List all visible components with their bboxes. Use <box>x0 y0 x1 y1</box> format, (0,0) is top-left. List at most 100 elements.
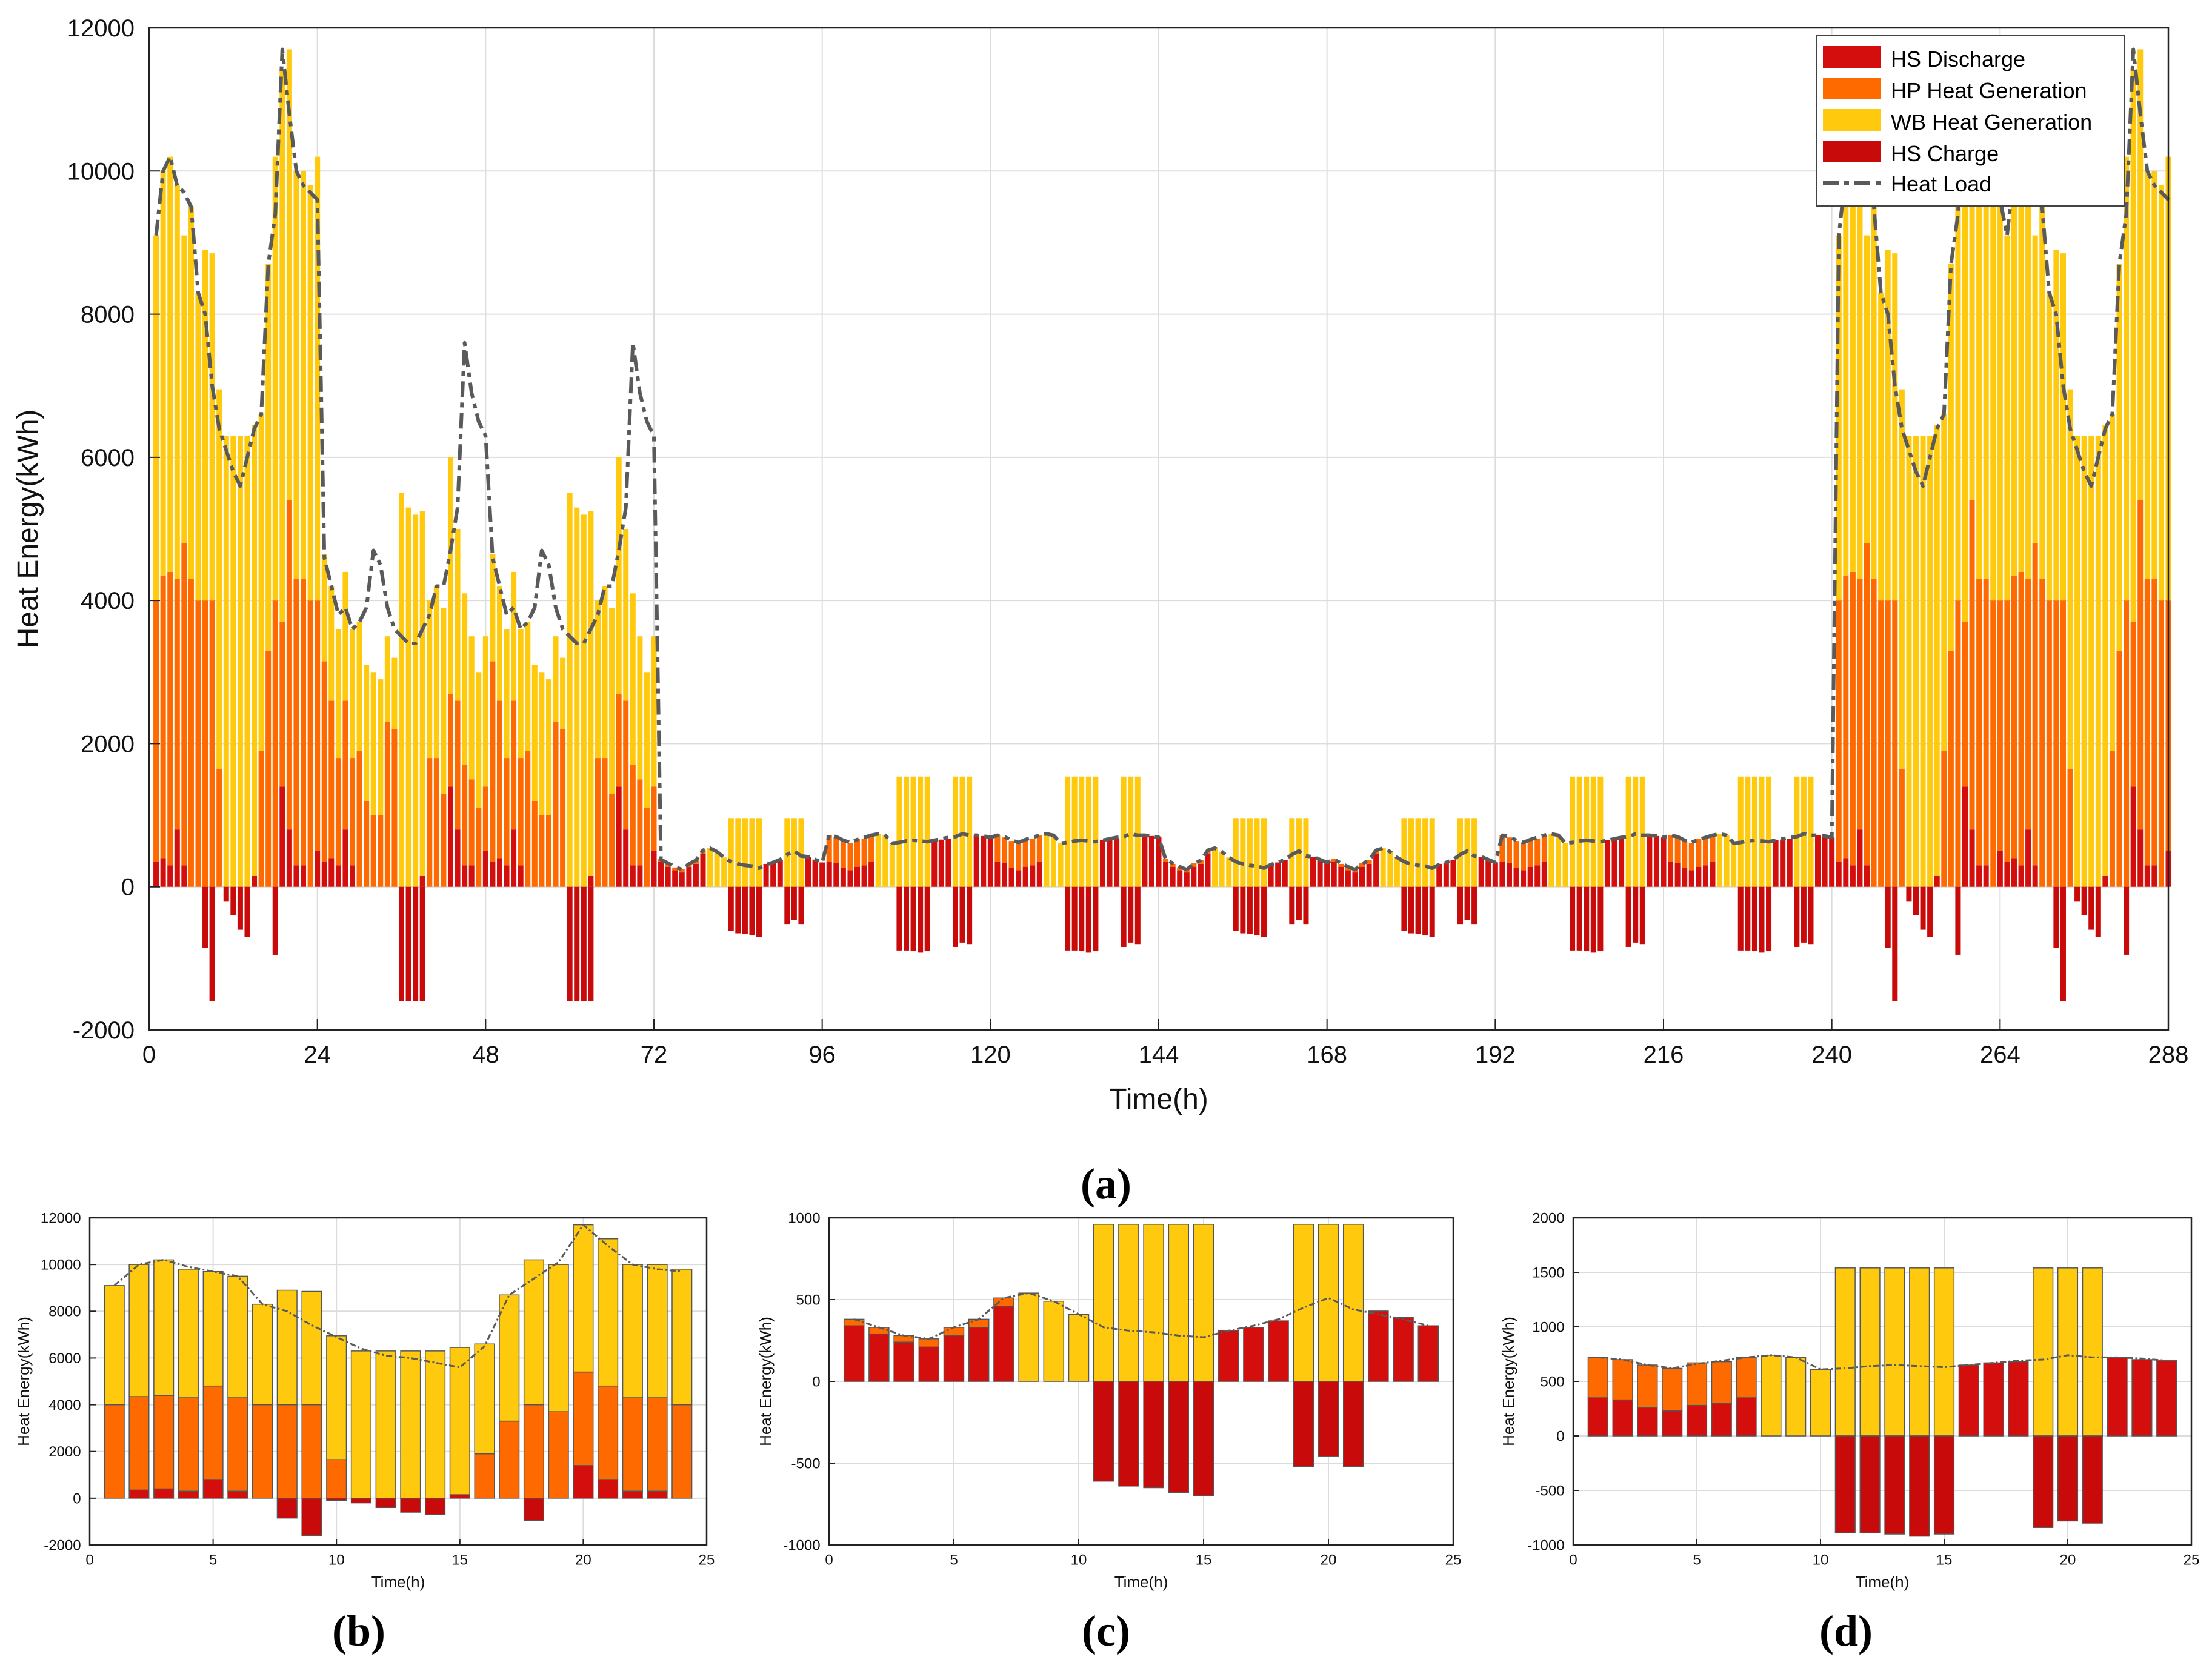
bar-hp <box>2116 650 2122 887</box>
bar-hp <box>523 1404 544 1499</box>
bar-hp <box>854 839 861 867</box>
bar-hs-discharge <box>462 865 468 887</box>
bar-hp <box>301 579 307 866</box>
bar-hs-charge <box>574 886 580 1001</box>
bar-wb <box>1864 235 1870 543</box>
x-tick-label: 10 <box>1813 1552 1829 1568</box>
bar-hs-discharge <box>128 1489 150 1499</box>
legend-label-wb: WB Heat Generation <box>1891 110 2092 135</box>
bar-wb <box>637 636 643 780</box>
bar-hs-discharge <box>1478 857 1484 887</box>
bar-hs-charge <box>1576 886 1582 951</box>
bar-hs-discharge <box>1822 835 1828 887</box>
bar-wb <box>644 672 650 808</box>
bar-hs-charge <box>1247 886 1253 934</box>
bar-wb <box>1927 436 1933 887</box>
bar-hp <box>1036 835 1042 862</box>
bar-wb <box>301 1290 322 1406</box>
bar-wb <box>188 207 194 579</box>
bar-wb <box>742 818 748 887</box>
bar-wb <box>1941 414 1947 751</box>
bar-wb <box>476 672 482 808</box>
bar-wb <box>1289 818 1295 887</box>
bar-hp <box>1674 837 1681 863</box>
x-tick-label: 288 <box>2148 1041 2189 1068</box>
y-tick-label: -500 <box>1536 1483 1565 1499</box>
bar-hs-discharge <box>315 851 321 887</box>
bar-hs-discharge <box>1612 1399 1633 1437</box>
bar-hs-discharge <box>943 1335 965 1382</box>
bar-hp <box>1990 600 1996 887</box>
bar-wb <box>1625 776 1631 887</box>
bar-wb <box>1801 776 1807 887</box>
bar-wb <box>413 514 419 887</box>
y-tick-label: 0 <box>812 1373 820 1390</box>
bar-hp <box>861 839 867 866</box>
bar-hs-discharge <box>153 862 159 887</box>
x-tick-label: 0 <box>142 1041 156 1068</box>
bar-wb <box>588 511 594 876</box>
bar-hs-discharge <box>1934 875 1940 887</box>
bar-wb <box>462 593 468 765</box>
bar-hs-charge <box>1737 886 1744 951</box>
bar-wb <box>449 1347 470 1495</box>
bar-hp <box>427 758 433 887</box>
bar-hs-charge <box>202 886 208 948</box>
bar-wb <box>181 235 187 543</box>
bar-hs-charge <box>1906 886 1912 902</box>
bar-wb <box>1766 776 1772 887</box>
bar-hs-discharge <box>1682 868 1688 887</box>
bar-hs-discharge <box>153 1488 175 1499</box>
bar-hp <box>160 575 166 859</box>
bar-hs-discharge <box>1366 863 1372 887</box>
bar-hp <box>474 1453 495 1499</box>
bar-wb <box>1261 818 1267 887</box>
bar-wb <box>1909 1267 1930 1437</box>
bar-wb <box>1254 818 1260 887</box>
bar-hp <box>252 1404 273 1499</box>
bar-hs-discharge <box>1359 866 1365 887</box>
bar-hs-discharge <box>918 1346 940 1382</box>
bar-hs-charge <box>1193 1381 1214 1496</box>
bar-wb <box>1794 776 1800 887</box>
bar-hs-charge <box>1920 886 1926 930</box>
legend-label-hs-charge: HS Charge <box>1891 141 1999 166</box>
bar-hp <box>2060 600 2066 887</box>
bar-hs-discharge <box>777 860 783 887</box>
bar-wb <box>1415 818 1421 887</box>
bar-hs-discharge <box>1099 840 1105 887</box>
legend-swatch-wb <box>1823 109 1881 131</box>
x-tick-label: 0 <box>825 1552 833 1568</box>
bar-wb <box>227 1275 248 1398</box>
bar-wb <box>2102 425 2108 876</box>
bar-wb <box>1548 834 1554 887</box>
bar-hs-discharge <box>490 862 496 887</box>
bar-wb <box>1044 834 1050 887</box>
bar-hp <box>651 786 657 851</box>
bar-wb <box>714 851 720 887</box>
bar-hp <box>326 1459 347 1499</box>
bar-hs-discharge <box>2032 865 2038 887</box>
bar-hs-discharge <box>826 862 832 887</box>
bar-hp <box>1668 835 1674 862</box>
chart-b: 0 5 10 15 20 25-20000200040006000800010000120… <box>15 1210 715 1591</box>
bar-hp <box>1969 500 1975 830</box>
bar-hp <box>595 758 601 887</box>
bar-hp <box>202 1385 224 1480</box>
y-tick-label: 6000 <box>81 445 135 471</box>
bar-hs-discharge <box>693 863 699 887</box>
bar-hs-discharge <box>1443 862 1449 887</box>
bar-hs-discharge <box>1976 865 1982 887</box>
bar-wb <box>265 264 272 651</box>
bar-hs-discharge <box>1324 862 1330 887</box>
bar-wb <box>1018 1292 1039 1382</box>
bar-hs-discharge <box>350 865 356 887</box>
bar-wb <box>1143 1224 1164 1382</box>
bar-wb <box>1785 1357 1807 1437</box>
x-tick-label: 5 <box>950 1552 958 1568</box>
bar-hs-charge <box>1759 886 1765 953</box>
bar-hp <box>545 815 551 887</box>
bar-hp <box>918 1338 940 1348</box>
bar-hs-charge <box>588 886 594 1001</box>
bar-hs-charge <box>1342 1381 1364 1467</box>
